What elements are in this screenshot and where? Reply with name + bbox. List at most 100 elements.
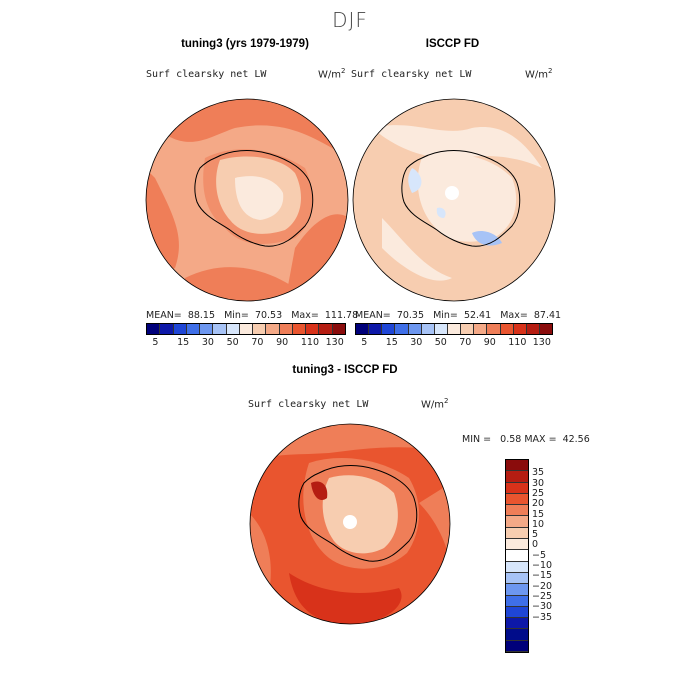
diff-variable-label: Surf clearsky net LW [248, 399, 369, 410]
colorbar-tick-label: 70 [459, 337, 472, 348]
colorbar-tick-label: 15 [385, 337, 398, 348]
antarctica-coastline [298, 465, 418, 562]
colorbar-tick-label: −30 [532, 601, 553, 613]
colorbar-swatch [173, 324, 187, 334]
colorbar-tick-label: 70 [251, 337, 264, 348]
diff-units-label: W/m2 [421, 397, 449, 411]
colorbar-swatch [461, 324, 475, 334]
colorbar-tick-label: 35 [532, 467, 545, 479]
colorbar-swatch [213, 324, 227, 334]
obs-variable-label: Surf clearsky net LW [351, 69, 472, 80]
colorbar-tick-label: 30 [410, 337, 423, 348]
obs-polar-map [352, 98, 556, 302]
colorbar-swatch [506, 618, 528, 630]
colorbar-swatch [382, 324, 396, 334]
antarctica-coastline [194, 150, 314, 247]
colorbar-swatch [506, 572, 528, 585]
colorbar-tick-label: 30 [532, 477, 545, 489]
season-title: DJF [332, 8, 368, 32]
colorbar-swatch [160, 324, 174, 334]
colorbar-swatch [434, 324, 448, 334]
colorbar-tick-label: −15 [532, 570, 553, 582]
colorbar-swatch [487, 324, 501, 334]
colorbar-tick-label: 90 [483, 337, 496, 348]
colorbar-swatch [147, 324, 161, 334]
colorbar-swatch [506, 482, 528, 494]
colorbar-tick-label: −35 [532, 611, 553, 623]
colorbar-tick-label: −5 [532, 549, 547, 561]
colorbar-swatch [319, 324, 333, 334]
colorbar-swatch [526, 324, 540, 334]
colorbar-tick-label: −10 [532, 560, 553, 571]
colorbar-swatch [395, 324, 409, 334]
colorbar-tick-label: −25 [532, 590, 553, 602]
colorbar-swatch [506, 561, 528, 573]
antarctica-coastline [401, 150, 521, 247]
obs-colorbar [355, 323, 553, 335]
diff-polar-map [249, 423, 451, 625]
colorbar-swatch [539, 324, 553, 334]
colorbar-swatch [506, 516, 528, 528]
colorbar-swatch [369, 324, 383, 334]
colorbar-swatch [506, 640, 528, 653]
colorbar-swatch [266, 324, 280, 334]
colorbar-swatch [500, 324, 514, 334]
model-units-label: W/m2 [318, 67, 346, 81]
colorbar-tick-label: 20 [532, 498, 545, 510]
colorbar-swatch [506, 629, 528, 641]
colorbar-swatch [332, 324, 345, 334]
colorbar-tick-label: −20 [532, 580, 553, 592]
colorbar-swatch [200, 324, 214, 334]
model-panel-title: tuning3 (yrs 1979-1979) [181, 38, 309, 50]
colorbar-tick-label: 30 [201, 337, 214, 348]
colorbar-swatch [292, 324, 307, 334]
diff-stats: MIN = 0.58 MAX = 42.56 [462, 434, 590, 445]
colorbar-swatch [408, 324, 422, 334]
colorbar-swatch [253, 324, 267, 334]
colorbar-swatch [421, 324, 435, 334]
colorbar-tick-label: 110 [300, 337, 320, 348]
diff-colorbar [505, 459, 529, 654]
diff-panel-title: tuning3 - ISCCP FD [292, 364, 398, 376]
colorbar-tick-label: 25 [532, 487, 545, 499]
colorbar-tick-label: 5 [152, 337, 159, 348]
colorbar-swatch [506, 539, 528, 551]
model-variable-label: Surf clearsky net LW [146, 69, 267, 80]
obs-units-label: W/m2 [525, 67, 553, 81]
colorbar-swatch [186, 324, 201, 334]
colorbar-tick-label: 0 [532, 539, 539, 551]
model-polar-map [145, 98, 349, 302]
model-colorbar [146, 323, 346, 335]
colorbar-swatch [279, 324, 293, 334]
obs-panel-title: ISCCP FD [425, 38, 480, 50]
colorbar-tick-label: 5 [361, 337, 368, 348]
colorbar-swatch [506, 527, 528, 540]
colorbar-tick-label: 50 [434, 337, 447, 348]
colorbar-swatch [447, 324, 462, 334]
colorbar-swatch [506, 460, 528, 472]
colorbar-swatch [506, 505, 528, 517]
colorbar-swatch [506, 550, 528, 562]
colorbar-tick-label: 130 [325, 337, 344, 348]
colorbar-swatch [356, 324, 370, 334]
colorbar-swatch [506, 584, 528, 596]
colorbar-swatch [506, 493, 528, 506]
model-colorbar-ticks: 5 15 30 50 70 90 110 130 [146, 337, 344, 351]
colorbar-swatch [506, 606, 528, 619]
colorbar-swatch [506, 471, 528, 483]
obs-stats: MEAN= 70.35 Min= 52.41 Max= 87.41 [355, 310, 562, 321]
colorbar-swatch [226, 324, 240, 334]
colorbar-tick-label: 130 [532, 337, 551, 348]
colorbar-swatch [306, 324, 320, 334]
colorbar-swatch [239, 324, 254, 334]
diff-colorbar-labels: 35 30 25 20 15 10 5 0 −5 −10 −15 −20 −25 −30 −35 [532, 459, 572, 629]
obs-colorbar-ticks: 5 15 30 50 70 90 110 130 [355, 337, 551, 351]
model-stats: MEAN= 88.15 Min= 70.53 Max= 111.78 [146, 310, 359, 321]
colorbar-tick-label: 90 [276, 337, 289, 348]
colorbar-tick-label: 10 [532, 518, 545, 530]
colorbar-tick-label: 50 [226, 337, 239, 348]
colorbar-tick-label: 15 [532, 508, 545, 520]
colorbar-tick-label: 5 [532, 529, 539, 541]
colorbar-tick-label: 15 [177, 337, 190, 348]
colorbar-tick-label: 110 [508, 337, 527, 348]
